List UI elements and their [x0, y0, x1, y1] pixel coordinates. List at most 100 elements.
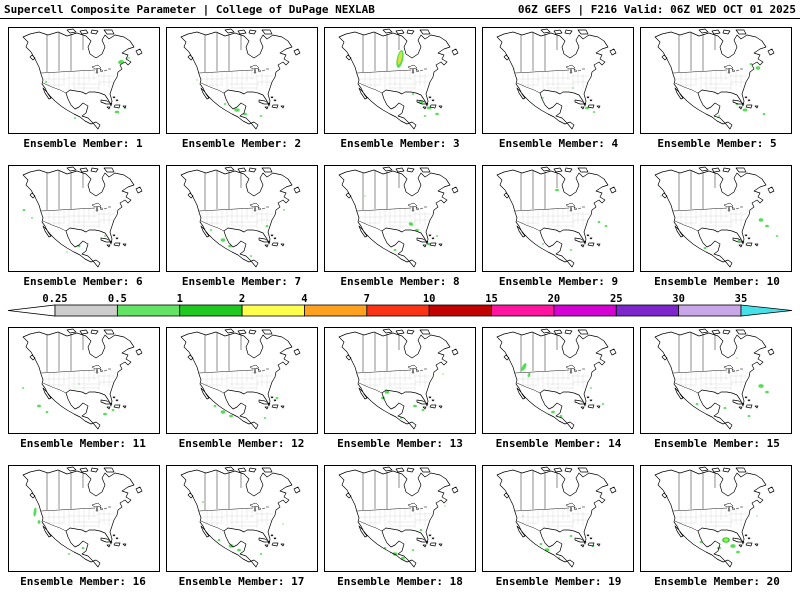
- scp-blob: [33, 507, 37, 517]
- member-label: Ensemble Member: 8: [325, 275, 475, 289]
- scp-blob: [260, 115, 263, 117]
- colorbar-segment: [554, 305, 616, 316]
- colorbar-tick-label: 4: [301, 293, 307, 305]
- scp-blob: [435, 113, 439, 115]
- member-label: Ensemble Member: 2: [167, 137, 317, 151]
- map-panel-member-11: [8, 327, 160, 434]
- scp-blob: [420, 529, 423, 531]
- scp-blob: [442, 373, 444, 374]
- member-label: Ensemble Member: 6: [8, 275, 158, 289]
- scp-blob: [115, 111, 120, 114]
- colorbar-tick-label: 15: [485, 293, 498, 305]
- scp-blob: [748, 415, 751, 417]
- scp-blob: [118, 59, 125, 64]
- labels-row: Ensemble Member: 1 Ensemble Member: 2 Ense…: [0, 137, 800, 151]
- scp-blob: [66, 251, 68, 252]
- member-label: Ensemble Member: 11: [8, 437, 158, 451]
- labels-row: Ensemble Member: 16 Ensemble Member: 17 En…: [0, 575, 800, 589]
- map-panel-member-5: [640, 27, 792, 134]
- colorbar-segment: [180, 305, 242, 316]
- member-label: Ensemble Member: 18: [325, 575, 475, 589]
- scp-blob: [736, 551, 740, 554]
- scp-blob: [264, 417, 267, 419]
- scp-blob: [730, 544, 735, 548]
- maps-row: [0, 327, 800, 434]
- scp-blob: [602, 403, 605, 405]
- scp-blob: [214, 405, 217, 407]
- scp-blob: [540, 543, 543, 545]
- scp-blob: [37, 405, 41, 408]
- scp-blob: [704, 247, 707, 249]
- scp-blob: [555, 189, 559, 192]
- scp-blob: [224, 103, 227, 105]
- colorbar: 0.250.51247101520253035: [0, 293, 800, 319]
- labels-row: Ensemble Member: 11Ensemble Member: 12En…: [0, 437, 800, 451]
- scp-blob: [759, 218, 764, 221]
- map-grid-top: Ensemble Member: 1 Ensemble Member: 2 Ense…: [0, 27, 800, 289]
- scp-blob: [765, 391, 769, 394]
- scp-blob: [570, 249, 572, 251]
- scp-blob: [74, 117, 76, 119]
- scp-blob: [724, 538, 729, 541]
- colorbar-left-arrow: [8, 305, 55, 316]
- colorbar-tick-label: 0.25: [42, 293, 67, 305]
- scp-blob: [605, 225, 608, 227]
- colorbar-segment: [616, 305, 678, 316]
- scp-blob: [551, 411, 555, 414]
- member-label: Ensemble Member: 17: [167, 575, 317, 589]
- scp-blob: [660, 195, 662, 196]
- map-panel-member-18: [324, 465, 476, 572]
- colorbar-segment: [242, 305, 304, 316]
- scp-blob: [736, 357, 738, 358]
- scp-blob: [756, 515, 758, 516]
- colorbar-tick-label: 20: [548, 293, 561, 305]
- scp-blob: [103, 413, 107, 416]
- scp-blob: [424, 115, 427, 117]
- scp-blob: [260, 553, 263, 555]
- scp-blob: [765, 225, 769, 228]
- scp-blob: [408, 222, 413, 227]
- member-label: Ensemble Member: 19: [484, 575, 634, 589]
- scp-blob: [593, 111, 596, 113]
- scp-blob: [743, 109, 748, 112]
- map-panel-member-17: [166, 465, 318, 572]
- scp-blob: [237, 549, 241, 552]
- scp-blob: [276, 397, 279, 399]
- scp-blob: [229, 415, 233, 418]
- map-panel-member-8: [324, 165, 476, 272]
- scp-blob: [542, 97, 544, 98]
- member-label: Ensemble Member: 7: [167, 275, 317, 289]
- scp-blob: [250, 255, 252, 257]
- scp-blob: [436, 235, 438, 237]
- colorbar-tick-label: 2: [239, 293, 245, 305]
- member-label: Ensemble Member: 15: [642, 437, 792, 451]
- member-label: Ensemble Member: 1: [8, 137, 158, 151]
- colorbar-segment: [367, 305, 429, 316]
- colorbar-tick-label: 10: [423, 293, 436, 305]
- scp-blob: [422, 409, 425, 411]
- colorbar-tick-label: 30: [672, 293, 685, 305]
- colorbar-segment: [304, 305, 366, 316]
- member-label: Ensemble Member: 3: [325, 137, 475, 151]
- scp-blob: [724, 407, 727, 409]
- colorbar-tick-label: 1: [177, 293, 183, 305]
- map-panel-member-2: [166, 27, 318, 134]
- colorbar-right-arrow: [741, 305, 792, 316]
- colorbar-segment: [429, 305, 491, 316]
- scp-blob: [112, 409, 115, 411]
- scp-blob: [412, 93, 415, 95]
- colorbar-segment: [492, 305, 554, 316]
- member-label: Ensemble Member: 16: [8, 575, 158, 589]
- scp-blob: [23, 209, 26, 211]
- colorbar-tick-label: 0.5: [108, 293, 127, 305]
- page-title: Supercell Composite Parameter | College …: [4, 3, 375, 16]
- map-panel-member-14: [482, 327, 634, 434]
- scp-blob: [560, 415, 563, 417]
- scp-blob: [282, 523, 284, 524]
- map-panel-member-20: [640, 465, 792, 572]
- scp-blob: [221, 238, 226, 241]
- maps-row: [0, 165, 800, 272]
- member-label: Ensemble Member: 5: [642, 137, 792, 151]
- member-label: Ensemble Member: 13: [325, 437, 475, 451]
- scp-blob: [221, 410, 226, 413]
